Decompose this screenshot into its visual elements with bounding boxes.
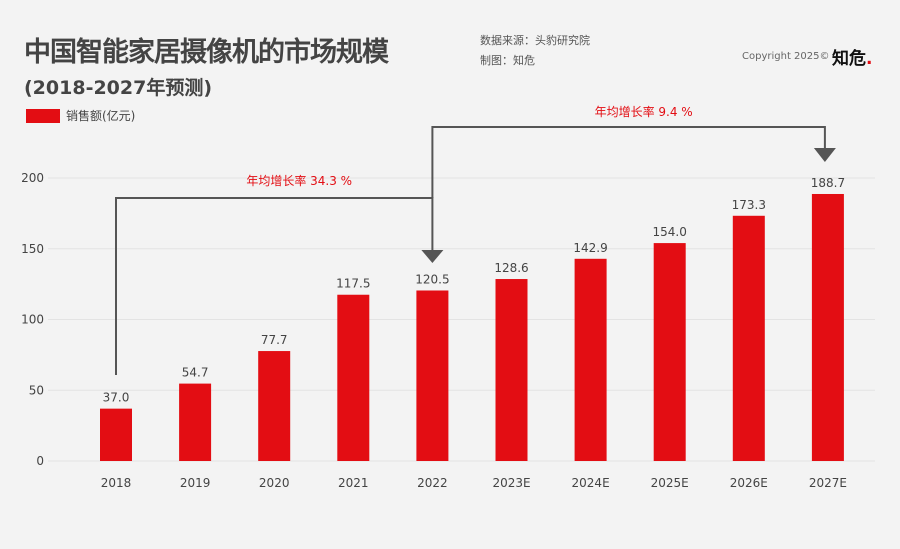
data-label: 77.7 <box>261 333 288 347</box>
bar <box>653 243 686 461</box>
x-tick-label: 2019 <box>180 476 211 490</box>
x-tick-label: 2026E <box>730 476 768 490</box>
bar <box>811 193 844 461</box>
x-tick-label: 2020 <box>259 476 290 490</box>
bar <box>179 383 212 461</box>
data-label: 173.3 <box>732 198 766 212</box>
x-tick-label: 2023E <box>492 476 530 490</box>
chart-title: 中国智能家居摄像机的市场规模 <box>24 37 389 68</box>
y-tick-label: 200 <box>21 171 44 185</box>
bar <box>416 290 449 461</box>
bar <box>337 294 370 461</box>
cagr-annotation: 年均增长率 9.4 % <box>595 104 693 119</box>
bar <box>258 351 291 461</box>
data-label: 128.6 <box>494 261 528 275</box>
bar <box>495 279 528 461</box>
data-label: 117.5 <box>336 277 370 291</box>
data-label: 142.9 <box>573 241 607 255</box>
x-tick-label: 2018 <box>101 476 132 490</box>
legend-swatch <box>26 108 60 123</box>
y-tick-label: 0 <box>36 454 44 468</box>
cagr-annotation: 年均增长率 34.3 % <box>246 173 352 188</box>
legend: 销售额(亿元) <box>26 107 135 124</box>
y-tick-label: 100 <box>21 313 44 327</box>
bracket-2018-2022 <box>115 197 434 375</box>
bar <box>100 408 132 461</box>
data-label: 154.0 <box>653 225 687 239</box>
legend-label: 销售额(亿元) <box>66 109 136 123</box>
logo: 知危. <box>832 49 873 69</box>
arrow-down-icon <box>813 148 836 162</box>
chart-maker: 制图：知危 <box>480 54 535 67</box>
x-tick-label: 2021 <box>338 476 369 490</box>
data-label: 120.5 <box>415 272 449 286</box>
bar <box>574 258 607 461</box>
x-tick-label: 2025E <box>651 476 689 490</box>
data-label: 37.0 <box>103 391 130 405</box>
bracket-2022-2027 <box>431 126 826 198</box>
y-tick-label: 50 <box>29 383 44 397</box>
bar <box>732 215 765 461</box>
data-label: 54.7 <box>182 366 209 380</box>
x-tick-label: 2022 <box>417 476 448 490</box>
x-tick-label: 2027E <box>809 476 847 490</box>
data-source: 数据来源：头豹研究院 <box>480 34 590 47</box>
arrow-down-icon <box>421 250 444 263</box>
copyright: Copyright 2025© <box>742 51 830 62</box>
data-label: 188.7 <box>811 176 845 190</box>
y-tick-label: 150 <box>21 242 44 256</box>
chart-subtitle: (2018-2027年预测) <box>24 77 213 99</box>
x-tick-label: 2024E <box>572 476 610 490</box>
